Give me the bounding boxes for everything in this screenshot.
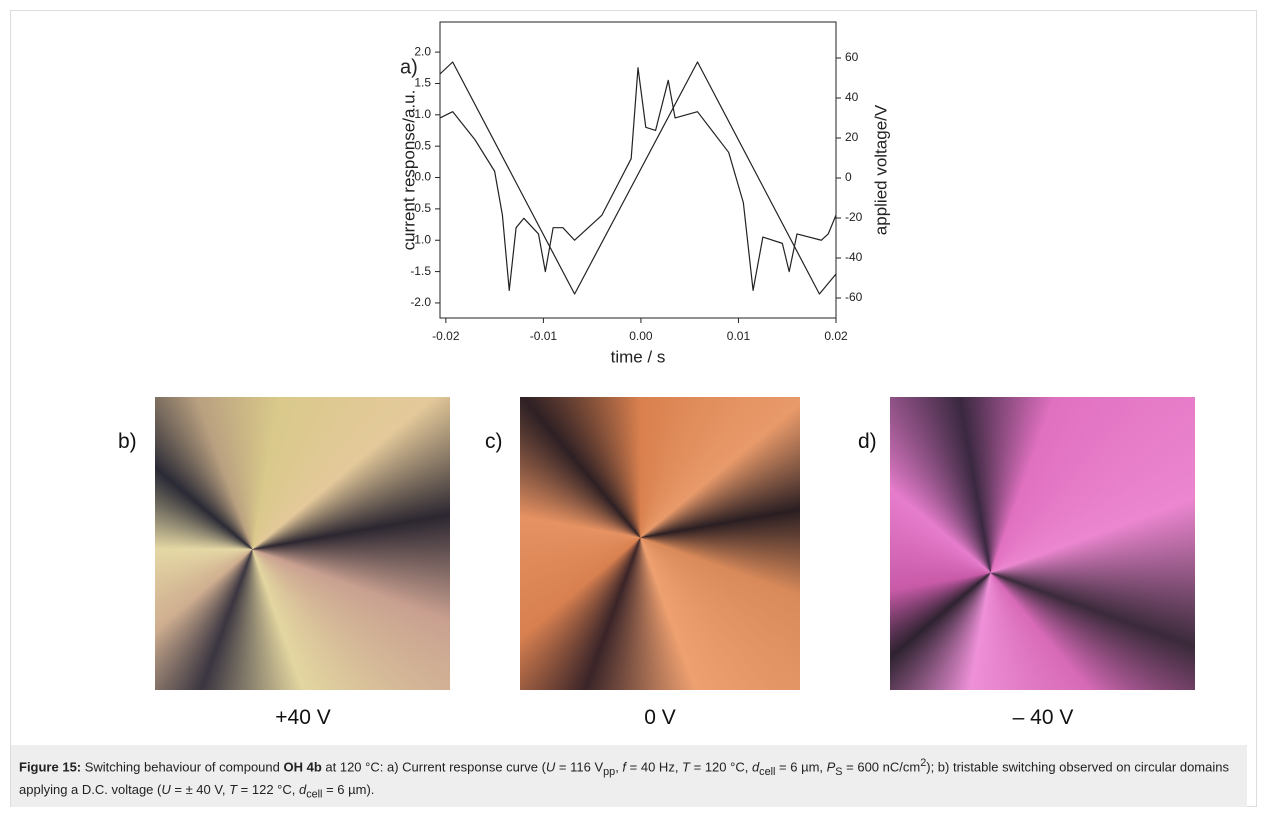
- caption-text: = 40 Hz,: [626, 759, 683, 775]
- y-axis-label: current response/a.u.: [399, 90, 418, 251]
- x-tick-label: -0.01: [530, 329, 558, 343]
- y2-tick-label: -20: [845, 210, 863, 224]
- panel-label: c): [485, 430, 503, 453]
- panel-label: d): [858, 430, 877, 453]
- caption-text: = 120 °C,: [690, 759, 752, 775]
- y-tick-label: 1.0: [414, 107, 431, 121]
- y-tick-label: -1.0: [410, 232, 431, 246]
- caption-text: = 122 °C,: [237, 781, 299, 797]
- x-tick-label: 0.02: [824, 329, 848, 343]
- y2-tick-label: -40: [845, 250, 863, 264]
- y2-tick-label: 40: [845, 90, 859, 104]
- y-tick-label: 2.0: [414, 44, 431, 58]
- caption-text: ,: [615, 759, 623, 775]
- figure-caption: Figure 15: Switching behaviour of compou…: [11, 745, 1247, 807]
- caption-text: d: [298, 781, 307, 797]
- data-line: [439, 67, 837, 292]
- panel-caption: – 40 V: [1012, 706, 1074, 729]
- panel-caption: +40 V: [275, 706, 331, 729]
- chart: a) time / s current response/a.u. applie…: [399, 21, 890, 366]
- caption-text: = 116 V: [555, 759, 604, 775]
- caption-text: U: [161, 781, 171, 797]
- caption-text: T: [229, 781, 238, 797]
- y-tick-label: 0.0: [414, 170, 431, 184]
- caption-text: = ± 40 V,: [170, 781, 230, 797]
- caption-text: = 6 µm,: [775, 759, 827, 775]
- caption-text: cell: [759, 765, 776, 778]
- panel-caption: 0 V: [644, 706, 676, 729]
- caption-text: ); b) tristable switching observed on ci…: [19, 759, 1229, 797]
- y-tick-label: 0.5: [414, 138, 431, 152]
- caption-text: OH 4b: [283, 759, 322, 775]
- x-axis-label: time / s: [611, 347, 666, 366]
- caption-text: Switching behaviour of compound: [81, 759, 284, 775]
- micrograph: [155, 397, 450, 690]
- x-tick-label: 0.00: [629, 329, 653, 343]
- y-tick-label: -1.5: [410, 264, 431, 278]
- x-tick-label: -0.02: [432, 329, 460, 343]
- micrograph: [520, 397, 800, 690]
- caption-text: P: [826, 759, 836, 775]
- panel-label: a): [400, 56, 418, 78]
- caption-text: S: [835, 765, 843, 778]
- y-tick-label: 1.5: [414, 76, 431, 90]
- plot-frame: [439, 21, 837, 319]
- caption-text: T: [682, 759, 690, 775]
- y2-axis-label: applied voltage/V: [871, 104, 890, 235]
- y2-tick-label: 60: [845, 50, 859, 64]
- caption-text: pp: [603, 765, 616, 778]
- x-tick-label: 0.01: [727, 329, 751, 343]
- caption-text: f: [622, 759, 627, 775]
- caption-text: = 6 µm).: [322, 781, 375, 797]
- caption-text: 2: [920, 757, 927, 769]
- caption-text: d: [751, 759, 760, 775]
- caption-text: cell: [306, 788, 323, 801]
- y-tick-label: -0.5: [410, 201, 431, 215]
- data-line: [439, 61, 837, 295]
- micrograph: [890, 397, 1195, 690]
- caption-text: U: [545, 759, 556, 775]
- panel-label: b): [118, 430, 137, 453]
- y2-tick-label: -60: [845, 290, 863, 304]
- caption-text: at 120 °C: a) Current response curve (: [321, 759, 546, 775]
- y2-tick-label: 0: [845, 170, 852, 184]
- caption-text: = 600 nC/cm: [842, 759, 921, 775]
- y2-tick-label: 20: [845, 130, 859, 144]
- y-tick-label: -2.0: [410, 295, 431, 309]
- caption-text: Figure 15:: [19, 759, 82, 775]
